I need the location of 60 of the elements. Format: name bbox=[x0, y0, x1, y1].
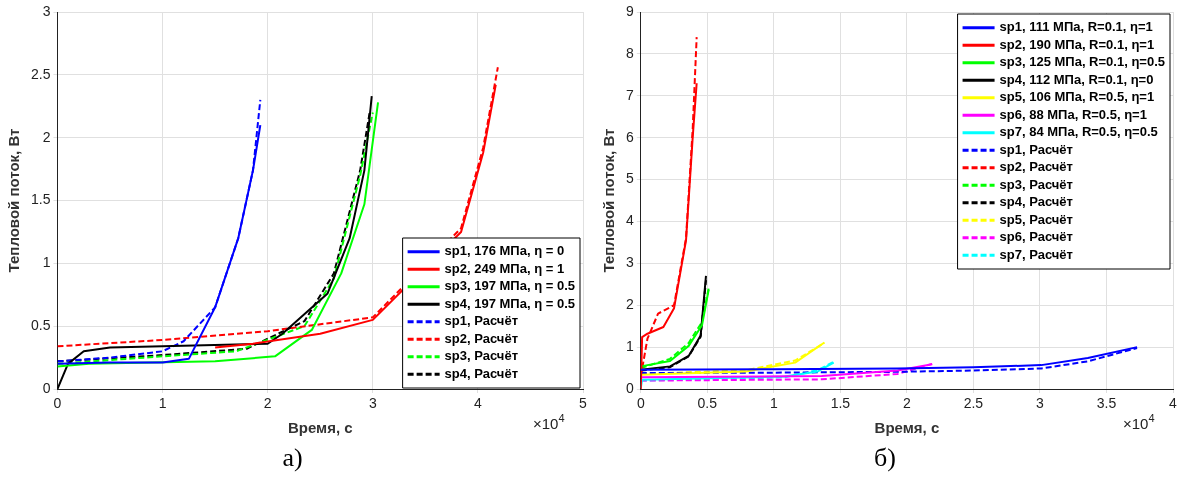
x-tick-label: 4 bbox=[473, 395, 482, 412]
legend-label: sp3, Расчёт bbox=[999, 176, 1073, 192]
y-axis-title: Тепловой поток, Вт bbox=[600, 128, 618, 273]
x-tick-label: 2 bbox=[902, 395, 911, 412]
x-tick-label: 3.5 bbox=[1096, 395, 1117, 412]
legend-label: sp1, Расчёт bbox=[999, 141, 1073, 157]
x-tick-label: 3 bbox=[368, 395, 377, 412]
x-tick-label: 2.5 bbox=[963, 395, 984, 412]
legend-label: sp1, Расчёт bbox=[444, 313, 519, 329]
y-tick-label: 2.5 bbox=[30, 65, 51, 82]
y-tick-label: 4 bbox=[625, 212, 634, 229]
y-tick-label: 1.5 bbox=[30, 191, 51, 208]
text: б) bbox=[874, 443, 896, 473]
legend-label: sp7, 84 МПа, R=0.5, η=0.5 bbox=[999, 124, 1158, 140]
y-tick-label: 5 bbox=[625, 170, 634, 187]
y-tick-label: 7 bbox=[625, 86, 634, 103]
x-tick-label: 0.5 bbox=[697, 395, 718, 412]
y-tick-label: 2 bbox=[625, 296, 634, 313]
x-tick-label: 2 bbox=[263, 395, 272, 412]
y-tick-label: 3 bbox=[625, 254, 634, 271]
y-tick-label: 6 bbox=[625, 128, 634, 145]
y-tick-label: 0.5 bbox=[30, 317, 51, 334]
y-tick-label: 1 bbox=[42, 254, 51, 271]
legend-label: sp3, 197 МПа, η = 0.5 bbox=[444, 278, 576, 294]
legend-label: sp1, 111 МПа, R=0.1, η=1 bbox=[999, 19, 1153, 35]
legend-label: sp4, 112 МПа, R=0.1, η=0 bbox=[999, 71, 1154, 87]
y-axis-title: Тепловой поток, Вт bbox=[5, 128, 23, 273]
x-axis-title: Время, с bbox=[287, 418, 353, 436]
y-tick-label: 1 bbox=[625, 337, 634, 354]
text: а) bbox=[282, 443, 303, 473]
legend-label: sp3, Расчёт bbox=[444, 348, 519, 364]
y-tick-label: 0 bbox=[42, 379, 51, 396]
y-tick-label: 3 bbox=[42, 2, 51, 19]
legend-label: sp1, 176 МПа, η = 0 bbox=[444, 243, 565, 259]
legend-label: sp2, 190 МПа, R=0.1, η=1 bbox=[999, 36, 1155, 52]
y-tick-label: 0 bbox=[625, 379, 634, 396]
x-tick-label: 1 bbox=[158, 395, 167, 412]
legend-label: sp6, 88 МПа, R=0.5, η=1 bbox=[999, 106, 1147, 122]
legend-label: sp5, 106 МПа, R=0.5, η=1 bbox=[999, 89, 1155, 105]
x-tick-label: 0 bbox=[53, 395, 62, 412]
legend-label: sp2, Расчёт bbox=[444, 330, 519, 346]
y-tick-label: 2 bbox=[42, 128, 51, 145]
legend-label: sp2, 249 МПа, η = 1 bbox=[444, 260, 565, 276]
legend-label: sp3, 125 МПа, R=0.1, η=0.5 bbox=[999, 54, 1165, 70]
x-tick-label: 5 bbox=[579, 395, 588, 412]
x-tick-label: 1.5 bbox=[830, 395, 851, 412]
legend-label: sp6, Расчёт bbox=[999, 229, 1073, 245]
legend-label: sp5, Расчёт bbox=[999, 211, 1073, 227]
y-tick-label: 9 bbox=[625, 2, 634, 19]
x-tick-label: 4 bbox=[1169, 395, 1178, 412]
legend-label: sp4, 197 МПа, η = 0.5 bbox=[444, 295, 576, 311]
x-tick-label: 3 bbox=[1036, 395, 1045, 412]
x-tick-label: 0 bbox=[636, 395, 645, 412]
legend-label: sp4, Расчёт bbox=[999, 194, 1073, 210]
x-tick-label: 1 bbox=[769, 395, 778, 412]
legend-label: sp7, Расчёт bbox=[999, 246, 1073, 262]
y-tick-label: 8 bbox=[625, 44, 634, 61]
legend-label: sp4, Расчёт bbox=[444, 365, 519, 381]
legend-label: sp2, Расчёт bbox=[999, 159, 1073, 175]
x-axis-title: Время, с bbox=[874, 418, 940, 436]
